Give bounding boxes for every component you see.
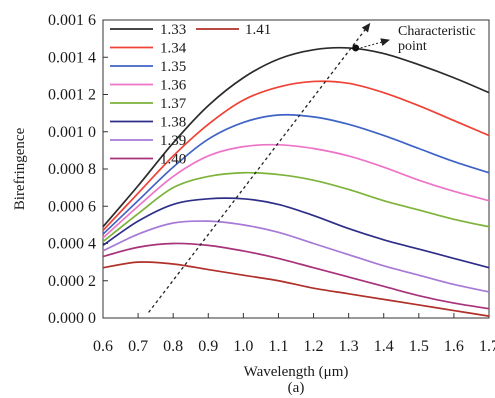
series-layer [102,46,490,317]
characteristic-point-arrow [360,38,390,49]
y-tick-label: 0.000 6 [48,198,96,215]
characteristic-point-label-line2: point [398,39,427,54]
legend: 1.33 1.34 1.35 1.36 1.37 1.38 1.39 1.40 1.41 [110,22,271,168]
y-tick-label: 0.001 0 [48,124,96,141]
y-tick-label: 0.000 2 [48,273,96,290]
x-axis-title: Wavelength (μm) [244,364,349,380]
legend-label-1-33: 1.33 [160,22,186,38]
legend-label-1-41: 1.41 [245,22,271,38]
legend-label-1-35: 1.35 [160,59,186,75]
y-tick-label: 0.001 6 [48,12,96,29]
x-tick-label: 1.5 [409,338,429,355]
series-line-1-38 [102,197,490,269]
axes: 0.6 0.7 0.8 0.9 1.0 1.1 1.2 1.3 1.4 1.5 1.6 1.7 0.00… [12,12,495,396]
legend-label-1-39: 1.39 [160,133,186,149]
legend-label-1-37: 1.37 [160,96,187,112]
series-line-1-39 [102,220,490,293]
legend-label-1-34: 1.34 [160,41,187,57]
series-line-1-36 [102,143,490,239]
x-tick-label: 1.2 [304,338,324,355]
x-tick-label: 0.7 [128,338,148,355]
series-line-1-35 [102,113,490,235]
x-tick-label: 1.1 [268,338,288,355]
x-tick-label: 0.9 [198,338,218,355]
x-tick-label: 1.6 [444,338,464,355]
y-tick-label: 0.000 4 [48,236,96,253]
x-tick-label: 1.0 [233,338,253,355]
legend-label-1-36: 1.36 [160,78,187,94]
y-tick-label: 0.001 4 [48,49,96,66]
x-tick-label: 1.7 [479,338,495,355]
series-line-1-33 [102,46,490,228]
y-tick-label: 0.000 0 [48,310,96,327]
y-axis-title: Birefringence [12,127,28,210]
y-tick-label: 0.000 8 [48,161,96,178]
legend-label-1-38: 1.38 [160,115,186,131]
characteristic-point-marker [352,44,360,52]
legend-label-1-40: 1.40 [160,152,186,168]
characteristic-point-label-line1: Characteristic [398,24,476,39]
series-line-1-40 [102,242,490,310]
y-tick-label: 0.001 2 [48,87,96,104]
series-line-1-41 [102,261,490,317]
panel-label: (a) [288,380,305,396]
x-tick-label: 1.3 [339,338,359,355]
x-tick-label: 0.8 [163,338,183,355]
series-line-1-37 [102,171,490,243]
series-line-1-34 [102,80,490,232]
x-tick-label: 1.4 [374,338,394,355]
trend-arrow [148,22,371,313]
x-tick-label: 0.6 [93,338,113,355]
